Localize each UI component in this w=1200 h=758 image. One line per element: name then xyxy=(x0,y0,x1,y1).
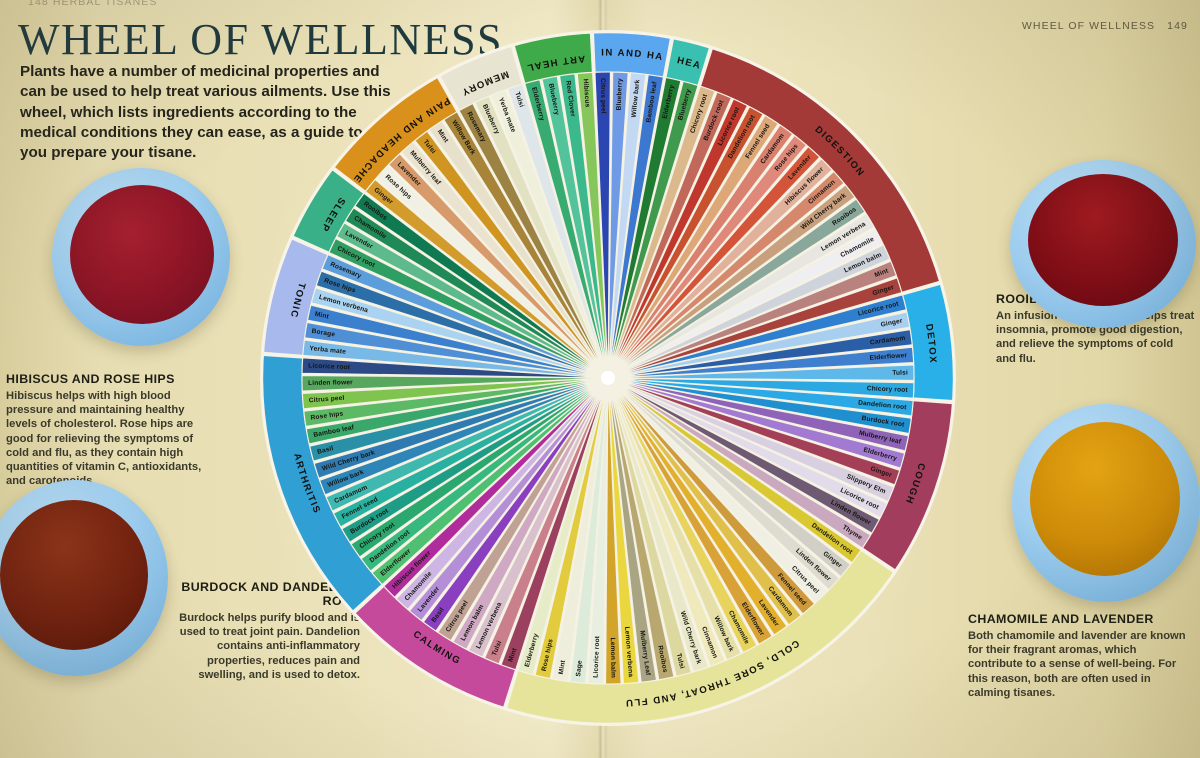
ingredient-label: Dandelion root xyxy=(858,400,908,412)
ingredient-label: Lemon balm xyxy=(609,638,617,678)
sector-label: HEART HEALTH xyxy=(254,0,586,73)
ingredient-label: Cardamom xyxy=(870,335,906,347)
wheel-sector-sleep[interactable]: Chicory rootLavenderChamomileRooibosSLEE… xyxy=(291,168,604,377)
page-title: WHEEL OF WELLNESS xyxy=(18,15,504,64)
wheel-outline xyxy=(260,30,956,726)
ingredient-label: Mint xyxy=(314,311,330,321)
intro-paragraph: Plants have a number of medicinal proper… xyxy=(20,63,399,162)
rooibos-cup xyxy=(1010,160,1196,328)
ingredient-label: Mint xyxy=(558,659,567,675)
hibiscus-and-rose-hips-cup xyxy=(52,168,230,346)
ingredient-label: Borage xyxy=(311,328,336,339)
page-folio: 149 xyxy=(1167,20,1188,32)
burdock-and-dandelion-root-cup xyxy=(0,480,168,676)
caption-heading: HIBISCUS AND ROSE HIPS xyxy=(6,372,175,386)
chamomile-and-lavender-cup xyxy=(1012,404,1200,602)
ingredient-label: Willow bark xyxy=(631,79,642,118)
tea-liquid xyxy=(1030,422,1180,576)
tea-liquid xyxy=(0,500,148,650)
ingredient-label: Citrus peel xyxy=(599,78,607,114)
tea-liquid xyxy=(70,185,214,324)
wheel-svg[interactable]: Yerba mate Borage Mint Lemon verbena Rose hi… xyxy=(254,0,958,756)
caption-body: Burdock helps purify blood and is used t… xyxy=(179,612,360,681)
ingredient-label: Tulsi xyxy=(513,91,524,108)
tea-liquid xyxy=(1028,174,1178,306)
caption-body: Both chamomile and lavender are known fo… xyxy=(968,630,1186,699)
ingredient-label: Licorice root xyxy=(593,635,602,678)
ingredient-label: Lemon verbena xyxy=(623,626,634,677)
ingredient-label: Linden flower xyxy=(308,379,353,387)
ingredient-label: Basil xyxy=(317,445,335,456)
wheel-of-wellness-chart[interactable]: Yerba mate Borage Mint Lemon verbena Rose hi… xyxy=(254,0,958,756)
caption-hibiscus-and-rose-hips: HIBISCUS AND ROSE HIPS Hibiscus helps wi… xyxy=(6,372,216,489)
caption-burdock-and-dandelion-root: BURDOCK AND DANDELION ROOT Burdock helps… xyxy=(170,580,360,682)
ingredient-label: Licorice root xyxy=(308,363,351,372)
ingredient-label: Tulsi xyxy=(892,370,908,377)
ingredient-label: Citrus peel xyxy=(309,395,345,405)
ingredient-label: Chicory root xyxy=(867,385,909,394)
ingredient-label: Tulsi xyxy=(675,653,686,670)
ingredient-label: Mint xyxy=(874,267,890,279)
ingredient-label: Hibiscus xyxy=(582,79,591,108)
caption-body: Hibiscus helps with high blood pressure … xyxy=(6,390,202,488)
ingredient-label: Ginger xyxy=(880,318,903,329)
ingredient-label: Elderflower xyxy=(869,352,907,362)
caption-chamomile-and-lavender: CHAMOMILE AND LAVENDER Both chamomile an… xyxy=(968,612,1192,700)
running-head-right: WHEEL OF WELLNESS 149 xyxy=(1022,20,1188,32)
caption-heading: CHAMOMILE AND LAVENDER xyxy=(968,612,1154,626)
running-head-left: 148 HERBAL TISANES xyxy=(28,0,158,8)
ingredient-label: Mint xyxy=(507,647,518,663)
ingredient-label: Blueberry xyxy=(616,78,624,111)
ingredient-label: Rose hips xyxy=(310,410,344,421)
ingredient-label: Yerba mate xyxy=(309,345,346,356)
ingredient-label: Sage xyxy=(575,660,584,677)
running-head-right-label: WHEEL OF WELLNESS xyxy=(1021,20,1156,32)
wheel-hub xyxy=(601,371,615,385)
ingredient-label: Red Clover xyxy=(564,80,576,117)
